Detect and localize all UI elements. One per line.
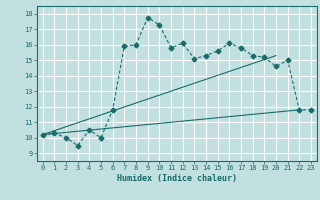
X-axis label: Humidex (Indice chaleur): Humidex (Indice chaleur) (117, 174, 237, 183)
